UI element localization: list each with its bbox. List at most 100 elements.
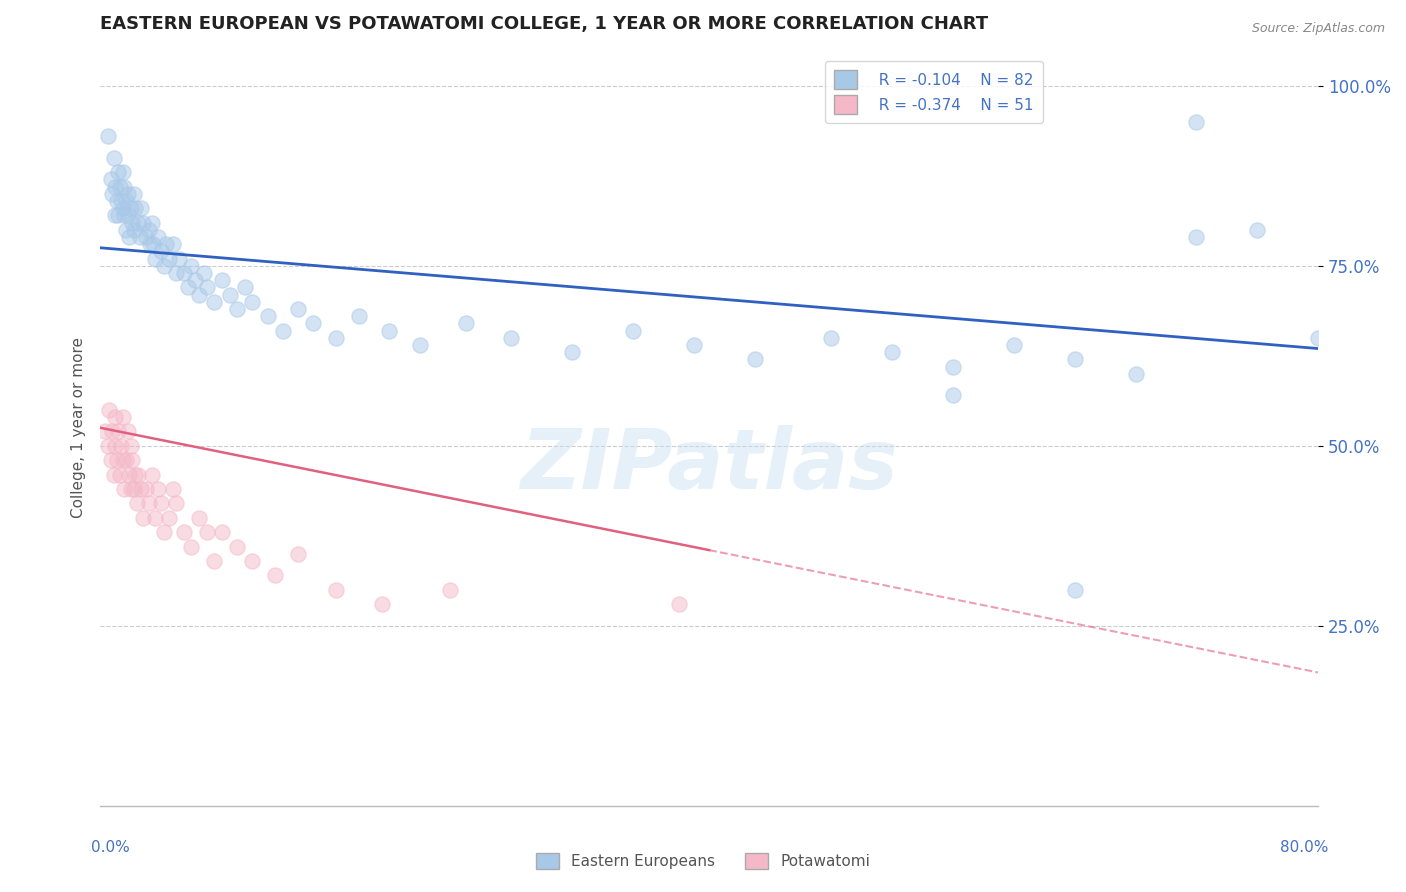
Point (143, 252, 166, 266)
Point (101, 425, 124, 439)
Point (107, 208, 129, 222)
Point (97, 129, 120, 144)
Point (165, 496, 187, 510)
Point (142, 237, 165, 252)
Point (1246, 223, 1268, 237)
Point (165, 266, 187, 280)
Point (104, 179, 127, 194)
Point (180, 259, 202, 273)
Point (111, 201, 134, 215)
Point (122, 223, 145, 237)
Point (233, 280, 256, 294)
Point (744, 352, 766, 367)
Point (202, 294, 225, 309)
Point (256, 309, 278, 323)
Point (942, 388, 965, 402)
Point (117, 425, 139, 439)
Point (683, 338, 706, 352)
Point (127, 467, 149, 482)
Point (454, 317, 477, 331)
Point (150, 244, 173, 259)
Point (141, 467, 163, 482)
Point (153, 259, 176, 273)
Point (169, 252, 191, 266)
Point (1002, 338, 1025, 352)
Point (146, 482, 169, 496)
Point (122, 186, 145, 201)
Point (104, 409, 127, 424)
Point (111, 409, 134, 424)
Point (173, 266, 195, 280)
Point (128, 230, 150, 244)
Point (195, 280, 218, 294)
Text: EASTERN EUROPEAN VS POTAWATOMI COLLEGE, 1 YEAR OR MORE CORRELATION CHART: EASTERN EUROPEAN VS POTAWATOMI COLLEGE, … (100, 15, 988, 33)
Point (111, 165, 134, 179)
Text: 80.0%: 80.0% (1281, 840, 1329, 855)
Point (120, 201, 142, 215)
Point (121, 216, 143, 230)
Point (122, 482, 145, 496)
Point (105, 194, 128, 208)
Point (1185, 230, 1208, 244)
Point (125, 496, 148, 510)
Point (141, 216, 163, 230)
Point (242, 554, 264, 568)
Point (139, 237, 162, 252)
Point (117, 186, 139, 201)
Point (195, 525, 218, 540)
Point (111, 453, 134, 467)
Y-axis label: College, 1 year or more: College, 1 year or more (72, 337, 86, 518)
Point (115, 223, 138, 237)
Point (117, 208, 139, 222)
Point (107, 425, 129, 439)
Point (211, 273, 233, 287)
Point (271, 324, 294, 338)
Point (135, 230, 157, 244)
Point (124, 467, 146, 482)
Point (157, 510, 180, 524)
Point (118, 467, 141, 482)
Text: ZIPatlas: ZIPatlas (520, 425, 898, 506)
Point (173, 525, 195, 540)
Point (180, 540, 202, 554)
Point (127, 216, 149, 230)
Point (211, 525, 233, 540)
Point (287, 547, 309, 561)
Point (1308, 331, 1330, 345)
Point (188, 287, 211, 301)
Point (104, 439, 127, 453)
Point (264, 568, 287, 582)
Point (302, 317, 325, 331)
Point (132, 510, 155, 524)
Point (98, 402, 121, 417)
Point (501, 331, 523, 345)
Point (1063, 352, 1085, 367)
Point (226, 301, 249, 316)
Point (93, 425, 115, 439)
Point (108, 467, 131, 482)
Point (668, 597, 690, 611)
Point (104, 208, 127, 222)
Point (138, 223, 160, 237)
Point (115, 194, 138, 208)
Point (138, 496, 160, 510)
Point (157, 252, 180, 266)
Point (114, 208, 136, 222)
Point (226, 540, 249, 554)
Legend:   R = -0.104    N = 82,   R = -0.374    N = 51: R = -0.104 N = 82, R = -0.374 N = 51 (825, 62, 1043, 123)
Point (287, 301, 309, 316)
Point (115, 453, 138, 467)
Point (132, 216, 155, 230)
Point (100, 453, 122, 467)
Point (143, 510, 166, 524)
Point (97, 439, 120, 453)
Point (242, 294, 264, 309)
Point (100, 172, 122, 186)
Point (202, 554, 225, 568)
Point (193, 266, 215, 280)
Point (101, 186, 124, 201)
Point (121, 453, 143, 467)
Point (183, 273, 205, 287)
Point (177, 280, 200, 294)
Point (120, 482, 142, 496)
